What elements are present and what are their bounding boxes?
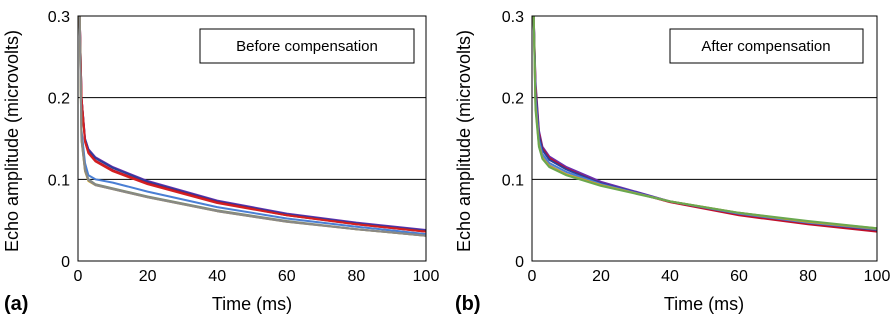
x-tick-label: 40: [661, 268, 679, 285]
y-tick-label: 0.2: [48, 91, 70, 108]
x-tick-label: 80: [799, 268, 817, 285]
grid-lines: [532, 97, 877, 180]
y-tick-labels: 0 0.1 0.2 0.3: [502, 9, 524, 271]
x-tick-label: 0: [528, 268, 537, 285]
series-line: [78, 15, 427, 233]
y-tick-label: 0: [515, 254, 524, 271]
x-tick-label: 0: [74, 268, 83, 285]
chart-panel-b: 0 0.1 0.2 0.3 0 20 40 60 80 100 After compensati…: [454, 9, 890, 315]
x-axis-label: Time (ms): [212, 294, 292, 314]
y-tick-label: 0.3: [48, 9, 70, 26]
x-tick-label: 60: [730, 268, 748, 285]
plot-frame: [531, 15, 878, 262]
x-tick-label: 20: [592, 268, 610, 285]
x-tick-labels: 0 20 40 60 80 100: [74, 268, 440, 285]
legend-title: Before compensation: [236, 38, 378, 55]
series-group: [78, 15, 427, 237]
legend-box: Before compensation: [199, 28, 415, 64]
plot-frame: [77, 15, 427, 262]
x-tick-label: 40: [208, 268, 226, 285]
panel-label: (a): [4, 293, 28, 315]
y-tick-label: 0: [61, 254, 70, 271]
y-axis-label: Echo amplitude (microvolts): [454, 30, 474, 252]
y-tick-label: 0.2: [502, 91, 524, 108]
series-line: [78, 15, 427, 237]
y-tick-label: 0.3: [502, 9, 524, 26]
legend-box: After compensation: [669, 28, 864, 64]
chart-panel-a: 0 0.1 0.2 0.3 0 20 40 60 80 100 Before compensat…: [2, 9, 439, 315]
x-tick-label: 60: [278, 268, 296, 285]
y-tick-label: 0.1: [48, 172, 70, 189]
y-tick-labels: 0 0.1 0.2 0.3: [48, 9, 70, 271]
x-tick-labels: 0 20 40 60 80 100: [528, 268, 891, 285]
x-tick-label: 100: [864, 268, 891, 285]
x-tick-label: 100: [413, 268, 440, 285]
x-tick-label: 80: [348, 268, 366, 285]
x-axis-label: Time (ms): [664, 294, 744, 314]
x-tick-label: 20: [139, 268, 157, 285]
series-group: [532, 15, 878, 233]
panel-label: (b): [455, 293, 481, 315]
y-axis-label: Echo amplitude (microvolts): [2, 30, 22, 252]
legend-title: After compensation: [701, 38, 830, 55]
grid-lines: [78, 97, 426, 180]
y-tick-label: 0.1: [502, 172, 524, 189]
series-line: [532, 15, 878, 230]
